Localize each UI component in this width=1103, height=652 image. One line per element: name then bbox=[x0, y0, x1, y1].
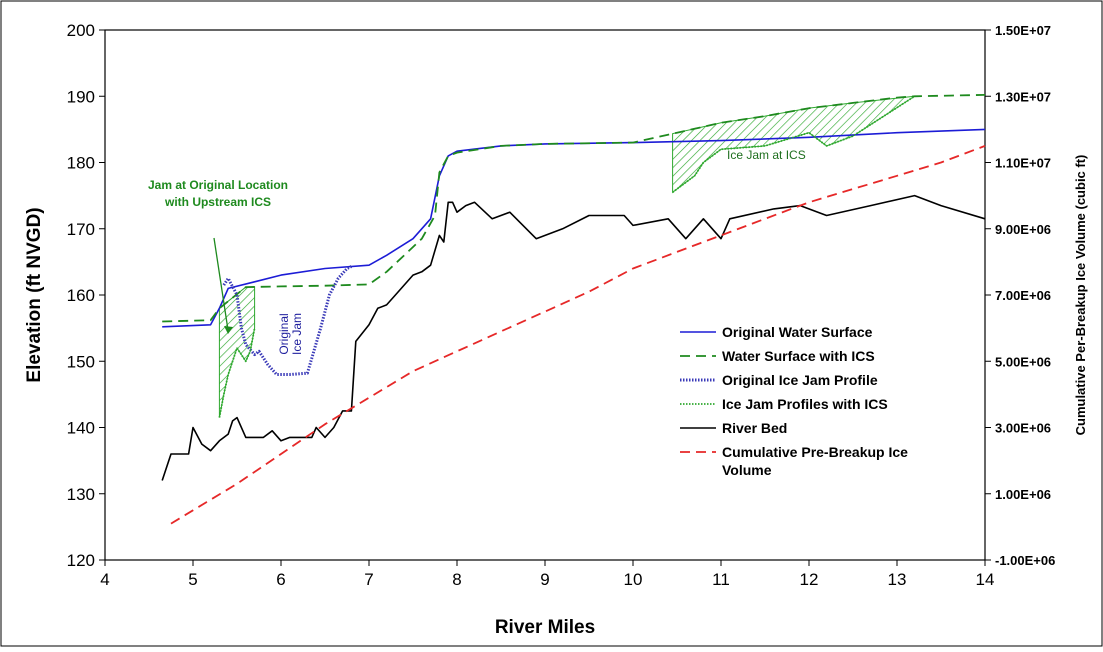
x-tick-label: 6 bbox=[276, 570, 285, 589]
y2-tick-label: 5.00E+06 bbox=[995, 354, 1051, 369]
y2-tick-label: 9.00E+06 bbox=[995, 222, 1051, 237]
x-tick-label: 14 bbox=[976, 570, 995, 589]
annotation-jam-original-line-2: with Upstream ICS bbox=[164, 195, 271, 209]
y-tick-label: 170 bbox=[67, 220, 95, 239]
y2-tick-label: 1.30E+07 bbox=[995, 89, 1051, 104]
annotation-ice-jam-at-ics: Ice Jam at ICS bbox=[727, 148, 806, 162]
x-tick-label: 4 bbox=[100, 570, 109, 589]
y-tick-label: 190 bbox=[67, 87, 95, 106]
y2-tick-label: 7.00E+06 bbox=[995, 288, 1051, 303]
y-tick-label: 160 bbox=[67, 286, 95, 305]
y-tick-label: 180 bbox=[67, 154, 95, 173]
y-axis-title: Elevation (ft NVGD) bbox=[24, 207, 45, 382]
y-tick-label: 150 bbox=[67, 352, 95, 371]
series-line-ice-jam-ics-upstream bbox=[672, 95, 916, 194]
y2-tick-label: 1.00E+06 bbox=[995, 487, 1051, 502]
y-tick-label: 140 bbox=[67, 419, 95, 438]
x-tick-label: 8 bbox=[452, 570, 461, 589]
x-tick-label: 5 bbox=[188, 570, 197, 589]
series-line-5 bbox=[161, 194, 986, 481]
legend-label: Volume bbox=[722, 462, 772, 478]
y-tick-label: 120 bbox=[67, 551, 95, 570]
annotation-original-ice-jam: Original Ice Jam bbox=[277, 313, 304, 355]
series-line-2 bbox=[162, 94, 986, 323]
legend-label: Cumulative Pre-Breakup Ice bbox=[722, 444, 908, 460]
annotation-jam-original-line-1: Jam at Original Location bbox=[148, 178, 288, 192]
annotation-jam-original-location: Jam at Original Location with Upstream I… bbox=[148, 178, 288, 334]
x-tick-label: 7 bbox=[364, 570, 373, 589]
axes-layer: 4 5 6 7 8 9 10 11 12 13 14 120 130 140 150 160 170 180 190… bbox=[67, 21, 1056, 589]
annotation-original-ice-jam-line-1: Original bbox=[277, 313, 291, 354]
legend: Original Water Surface Water Surface with… bbox=[680, 324, 908, 478]
series-line-3 bbox=[222, 265, 353, 376]
x-tick-label: 13 bbox=[888, 570, 907, 589]
y-tick-label: 130 bbox=[67, 485, 95, 504]
x-tick-label: 11 bbox=[712, 570, 730, 589]
legend-label: Water Surface with ICS bbox=[722, 348, 875, 364]
y2-tick-label: -1.00E+06 bbox=[995, 553, 1055, 568]
annotation-jam-original-arrowhead bbox=[224, 326, 233, 334]
series-line-6 bbox=[170, 145, 986, 525]
annotation-jam-original-arrow bbox=[213, 237, 229, 331]
series-layer bbox=[161, 94, 986, 525]
y2-tick-label: 1.50E+07 bbox=[995, 23, 1051, 38]
y2-axis-title: Cumulative Per-Breakup Ice Volume (cubic… bbox=[1073, 155, 1088, 436]
y2-tick-label: 1.10E+07 bbox=[995, 156, 1051, 171]
series-line-1 bbox=[162, 128, 986, 328]
x-tick-label: 10 bbox=[624, 570, 643, 589]
legend-label: Original Ice Jam Profile bbox=[722, 372, 878, 388]
annotation-original-ice-jam-line-2: Ice Jam bbox=[290, 313, 304, 355]
x-tick-label: 12 bbox=[800, 570, 819, 589]
legend-label: Original Water Surface bbox=[722, 324, 873, 340]
x-axis-title: River Miles bbox=[495, 617, 595, 638]
y-tick-label: 200 bbox=[67, 21, 95, 40]
x-tick-label: 9 bbox=[540, 570, 549, 589]
legend-label: Ice Jam Profiles with ICS bbox=[722, 396, 888, 412]
y2-tick-label: 3.00E+06 bbox=[995, 421, 1051, 436]
legend-label: River Bed bbox=[722, 420, 787, 436]
